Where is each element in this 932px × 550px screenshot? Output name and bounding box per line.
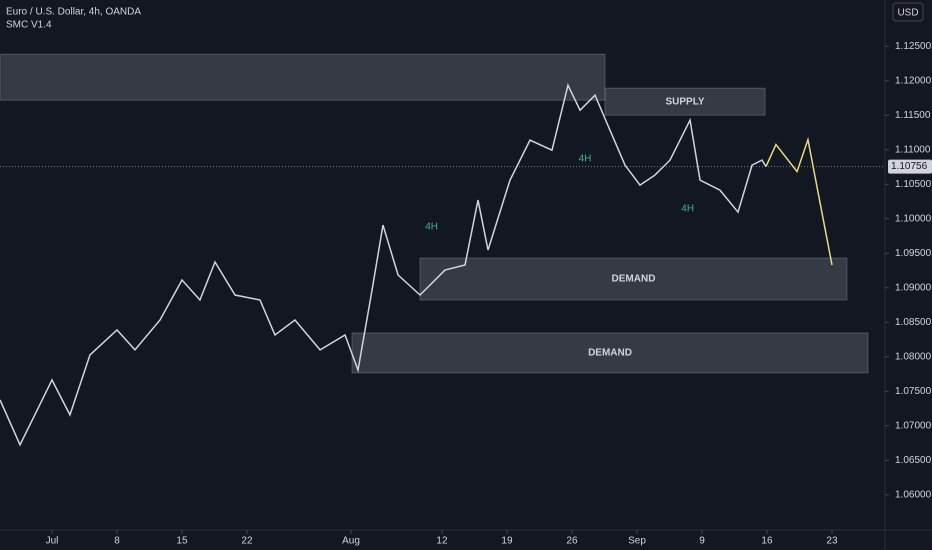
x-tick-label: Aug bbox=[342, 536, 360, 547]
y-tick-label: 1.09500 bbox=[895, 248, 932, 259]
y-tick-label: 1.11000 bbox=[895, 144, 931, 155]
zone-label: DEMAND bbox=[612, 274, 656, 285]
y-tick-label: 1.12000 bbox=[895, 75, 932, 86]
y-tick-label: 1.06000 bbox=[895, 489, 932, 500]
y-tick-label: 1.09000 bbox=[895, 282, 932, 293]
x-tick-label: 8 bbox=[114, 536, 120, 547]
y-tick-label: 1.07500 bbox=[895, 386, 932, 397]
zone-label: DEMAND bbox=[588, 348, 632, 359]
zone bbox=[351, 332, 869, 374]
currency-button[interactable] bbox=[892, 2, 924, 22]
x-tick-label: Jul bbox=[46, 536, 59, 547]
zone-label: SUPPLY bbox=[665, 96, 704, 107]
last-price-label: 1.10756 bbox=[891, 161, 928, 172]
y-tick-label: 1.08000 bbox=[895, 351, 932, 362]
x-tick-label: 12 bbox=[436, 536, 448, 547]
annotation: 4H bbox=[579, 153, 592, 164]
y-tick-label: 1.06500 bbox=[895, 455, 932, 466]
price-line bbox=[765, 136, 833, 266]
x-tick-label: 9 bbox=[699, 536, 705, 547]
x-tick-label: 22 bbox=[241, 536, 253, 547]
y-tick-label: 1.12500 bbox=[895, 41, 932, 52]
y-tick-label: 1.10500 bbox=[895, 179, 932, 190]
x-tick-label: 23 bbox=[826, 536, 838, 547]
zone bbox=[419, 257, 848, 301]
indicator-name: SMC V1.4 bbox=[6, 20, 52, 31]
x-tick-label: 26 bbox=[566, 536, 578, 547]
last-price-tag bbox=[888, 159, 932, 174]
y-tick-label: 1.08500 bbox=[895, 317, 932, 328]
chart-title: Euro / U.S. Dollar, 4h, OANDA bbox=[6, 7, 141, 18]
y-tick-label: 1.10000 bbox=[895, 213, 932, 224]
currency-label[interactable]: USD bbox=[897, 8, 918, 19]
x-tick-label: Sep bbox=[628, 536, 646, 547]
zone bbox=[0, 53, 606, 101]
x-tick-label: 19 bbox=[501, 536, 513, 547]
y-tick-label: 1.07000 bbox=[895, 420, 932, 431]
annotation: 4H bbox=[681, 204, 694, 215]
annotation: 4H bbox=[425, 222, 438, 233]
y-tick-label: 1.11500 bbox=[895, 110, 931, 121]
price-line bbox=[0, 83, 767, 447]
x-tick-label: 16 bbox=[761, 536, 773, 547]
x-tick-label: 15 bbox=[176, 536, 188, 547]
zone bbox=[604, 87, 766, 116]
